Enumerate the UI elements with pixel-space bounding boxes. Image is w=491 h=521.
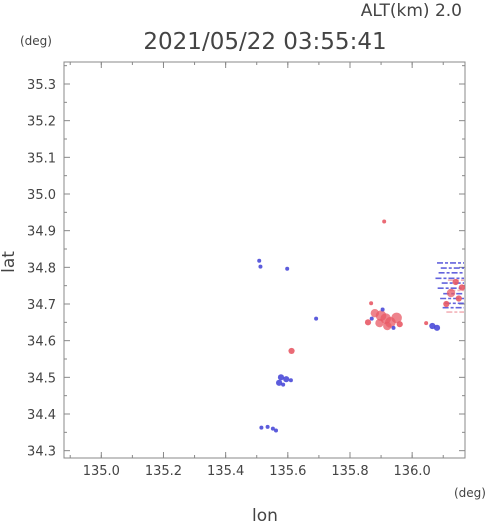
x-tick-label: 135.8 — [331, 464, 368, 479]
y-tick-label: 34.8 — [27, 261, 56, 276]
echo-point — [283, 376, 290, 383]
plot-frame — [63, 61, 466, 459]
echo-point — [391, 312, 402, 324]
echo-point — [276, 379, 283, 386]
x-tick-label: 135.0 — [83, 464, 120, 479]
echo-point — [369, 301, 374, 306]
echo-point — [424, 321, 429, 326]
echo-point — [369, 316, 374, 321]
y-tick-label: 34.5 — [27, 371, 56, 386]
x-axis-label: lon — [252, 506, 278, 521]
y-tick-label: 34.9 — [27, 225, 56, 240]
y-axis: 34.3 34.4 34.5 34.6 34.7 34.8 34.9 35.0 35.1 35.2… — [27, 65, 465, 460]
echo-point — [452, 278, 459, 286]
echo-point — [375, 318, 384, 328]
y-tick-label: 34.7 — [27, 298, 56, 313]
echo-point — [281, 382, 286, 387]
altitude-label: ALT(km) 2.0 — [361, 1, 462, 21]
echo-point — [288, 378, 293, 383]
y-tick-label: 35.3 — [27, 78, 56, 93]
x-tick-label: 135.6 — [269, 464, 306, 479]
echo-point — [455, 295, 462, 302]
chart-title: 2021/05/22 03:55:41 — [143, 29, 386, 55]
echo-point — [258, 264, 263, 269]
echo-point — [257, 258, 262, 263]
echo-point — [259, 425, 264, 430]
y-unit-label: (deg) — [20, 34, 52, 48]
y-axis-label: lat — [0, 251, 19, 273]
y-tick-label: 34.4 — [27, 408, 56, 423]
x-tick-label: 136.0 — [394, 464, 431, 479]
echo-point — [364, 319, 372, 326]
echo-point — [433, 324, 441, 331]
echo-point — [382, 219, 387, 224]
y-tick-label: 34.6 — [27, 335, 56, 350]
echo-point — [288, 347, 295, 355]
y-tick-label: 34.3 — [27, 445, 56, 460]
echo-point — [458, 284, 465, 291]
echo-point — [270, 426, 275, 431]
echo-point — [380, 307, 385, 312]
echo-point — [446, 288, 456, 298]
x-tick-label: 135.2 — [145, 464, 182, 479]
x-tick-label: 135.4 — [207, 464, 244, 479]
echo-point — [443, 300, 450, 308]
x-unit-label: (deg) — [454, 486, 486, 500]
x-axis: 135.0 135.2 135.4 135.6 135.8 136.0 — [69, 62, 444, 479]
echo-point — [314, 316, 319, 321]
echo-point — [383, 321, 392, 331]
y-tick-label: 35.0 — [27, 188, 56, 203]
echo-point — [396, 321, 403, 328]
echo-point — [274, 428, 279, 433]
echo-layer — [257, 219, 465, 433]
echo-point — [265, 424, 270, 429]
echo-point — [285, 266, 290, 271]
echo-point — [391, 325, 396, 330]
y-tick-label: 35.2 — [27, 115, 56, 130]
echo-point — [429, 322, 436, 330]
y-tick-label: 35.1 — [27, 151, 56, 166]
echo-point — [277, 374, 285, 381]
